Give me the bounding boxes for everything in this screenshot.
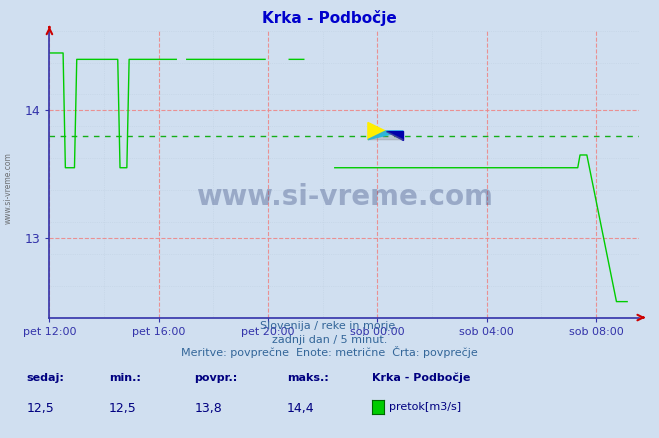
Polygon shape (368, 123, 386, 140)
Text: sedaj:: sedaj: (26, 373, 64, 383)
Text: Krka - Podbočje: Krka - Podbočje (372, 373, 471, 383)
Text: 13,8: 13,8 (194, 402, 222, 415)
Text: 12,5: 12,5 (109, 402, 136, 415)
Polygon shape (368, 131, 403, 140)
Text: povpr.:: povpr.: (194, 373, 238, 383)
Text: maks.:: maks.: (287, 373, 328, 383)
Text: 12,5: 12,5 (26, 402, 54, 415)
Text: min.:: min.: (109, 373, 140, 383)
Text: zadnji dan / 5 minut.: zadnji dan / 5 minut. (272, 335, 387, 345)
Text: Krka - Podbočje: Krka - Podbočje (262, 11, 397, 26)
Text: www.si-vreme.com: www.si-vreme.com (3, 152, 13, 224)
Text: Meritve: povprečne  Enote: metrične  Črta: povprečje: Meritve: povprečne Enote: metrične Črta:… (181, 346, 478, 358)
Polygon shape (386, 131, 403, 140)
Text: www.si-vreme.com: www.si-vreme.com (196, 183, 493, 211)
Text: Slovenija / reke in morje.: Slovenija / reke in morje. (260, 321, 399, 332)
Text: pretok[m3/s]: pretok[m3/s] (389, 402, 461, 412)
Text: 14,4: 14,4 (287, 402, 314, 415)
Polygon shape (368, 131, 403, 140)
